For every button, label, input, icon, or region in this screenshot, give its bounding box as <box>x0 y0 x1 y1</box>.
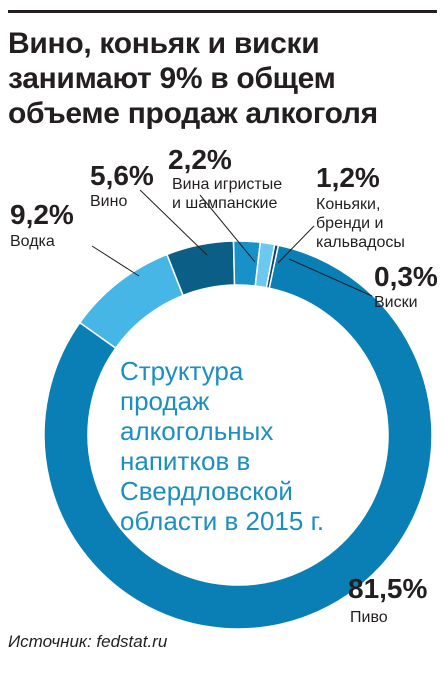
donut-slice-5 <box>265 243 280 290</box>
data-label-value: 1,2% <box>316 162 380 193</box>
chart-title: Структура продаж алкогольных напитков в … <box>120 356 350 536</box>
donut-slice-0 <box>43 244 433 630</box>
data-label-category: Водка <box>10 233 55 250</box>
data-label-value: 81,5% <box>348 573 427 604</box>
data-label-value: 9,2% <box>10 199 74 230</box>
chart-title-line: области в 2015 г. <box>120 506 325 536</box>
data-label-category: Вина игристые <box>172 176 282 193</box>
headline: Вино, коньяк и виски занимают 9% в общем… <box>8 26 438 131</box>
data-label-value: 2,2% <box>168 144 232 175</box>
data-label-value: 0,3% <box>374 261 438 292</box>
chart-title-line: алкогольных <box>120 416 274 446</box>
chart-title-line: продаж <box>120 386 210 416</box>
headline-line: занимают 9% в общем <box>8 62 336 95</box>
leader-line-2 <box>139 189 208 256</box>
donut-slice-1 <box>78 253 185 350</box>
data-label-category: Пиво <box>350 609 388 626</box>
headline-line: Вино, коньяк и виски <box>8 27 320 60</box>
chart-title-line: Структура <box>120 356 244 386</box>
chart-title-line: напитков в <box>120 446 251 476</box>
data-label-category: и шампанские <box>172 195 277 212</box>
leader-line-5 <box>288 258 373 297</box>
data-label-value: 5,6% <box>90 160 154 191</box>
leader-line-4 <box>277 225 315 264</box>
leader-line-1 <box>91 245 140 277</box>
data-label-category: Коньяки, <box>316 196 380 213</box>
chart-title-line: Свердловской <box>120 476 293 506</box>
data-label-category: кальвадосы <box>316 234 405 251</box>
data-label-category: бренди и <box>316 215 383 232</box>
data-label-category: Вино <box>90 193 127 210</box>
data-label-category: Виски <box>374 294 418 311</box>
top-rule <box>8 10 437 13</box>
source-note: Источник: fedstat.ru <box>8 632 168 651</box>
leader-line-3 <box>199 194 256 263</box>
headline-line: объеме продаж алкоголя <box>8 97 378 130</box>
